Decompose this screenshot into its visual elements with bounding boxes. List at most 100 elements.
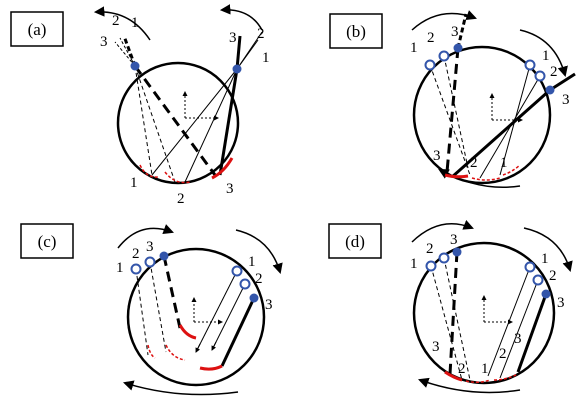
panel-c-top-number-1: 1 — [116, 260, 124, 276]
panel-b-rotation-arrow-right — [519, 29, 568, 78]
panel-d-rotation-arrow-top — [411, 219, 474, 243]
panel-b-open-node-right-2 — [534, 70, 546, 82]
panel-c-open-node-top-2 — [144, 256, 156, 268]
panel-d-bottom-number-2a: 2 — [458, 361, 466, 377]
panel-a-stub-top-1 — [114, 41, 136, 67]
panel-d: (d) 1 2 3 1 2 3 3 2 1 2 — [328, 219, 573, 394]
panel-c-top-number-2: 2 — [132, 246, 140, 262]
panel-d-red-arc-3 — [493, 373, 519, 381]
panel-b-right-number-3: 3 — [562, 92, 570, 108]
panel-d-ray-top-3 — [448, 251, 459, 375]
panel-d-top-number-1: 1 — [410, 256, 418, 272]
panel-b-fixed-node-top-3 — [453, 43, 463, 53]
panel-c-red-arc-1 — [147, 344, 156, 359]
panel-c-ray-top-1 — [135, 268, 149, 356]
panel-d-bottom-number-1: 1 — [481, 361, 489, 377]
panel-b-bottom-number-3: 3 — [433, 148, 441, 164]
panel-c-ray-top-2 — [149, 261, 167, 353]
panel-c-open-node-right-2 — [239, 278, 251, 290]
panel-d-fixed-node-right-3 — [541, 289, 551, 299]
panel-b-circle — [412, 45, 552, 185]
panel-a-fixed-node-left — [130, 61, 140, 71]
panel-b-label: (b) — [346, 22, 366, 41]
panel-a-red-arc-3 — [211, 157, 234, 180]
panel-d-red-arc-2 — [465, 379, 491, 384]
panel-d-bottom-number-3a: 3 — [432, 339, 440, 355]
panel-b-label-box — [329, 13, 383, 49]
panel-a-ray-right-1 — [151, 68, 238, 176]
panel-c-red-arc-4 — [199, 364, 223, 371]
panel-c-right-number-2: 2 — [255, 271, 263, 287]
panel-a-top-number-2: 2 — [112, 13, 120, 29]
panel-d-top-number-2: 2 — [426, 241, 434, 257]
panel-c-ray-right-1 — [195, 270, 238, 353]
panel-c-fixed-node-right-3 — [249, 293, 259, 303]
panel-b-ray-top-1 — [429, 64, 471, 176]
panel-d-right-number-2: 2 — [549, 268, 557, 284]
panel-a-right-number-2: 2 — [257, 26, 265, 42]
panel-b-stub-top — [456, 13, 468, 49]
panel-a-red-arc-1 — [139, 164, 159, 178]
panel-a-stub-right-3 — [235, 35, 242, 70]
panel-d-open-node-top-2 — [438, 252, 450, 264]
panel-d-open-node-right-2 — [532, 274, 544, 286]
panel-d-bottom-number-3b: 3 — [514, 331, 522, 347]
panel-c-circle — [126, 247, 266, 387]
panel-a-label: (a) — [28, 20, 47, 39]
panel-c-rotation-arrow-right — [235, 229, 283, 275]
panel-c-rotation-arrow-top — [117, 224, 174, 249]
panel-d-ray-right-3 — [516, 293, 548, 373]
panel-a-fixed-node-right — [232, 64, 242, 74]
panel-d-circle — [412, 241, 556, 385]
panel-c-label: (c) — [38, 232, 57, 251]
panel-a-ray-right-3 — [218, 68, 239, 176]
panel-b-ray-top-2 — [443, 55, 469, 169]
panel-d-fixed-node-top-3 — [452, 247, 462, 257]
panel-d-rotation-arrow-bottom — [418, 377, 521, 394]
panel-d-right-number-1: 1 — [541, 251, 549, 267]
panel-a-bottom-number-2: 2 — [177, 191, 185, 207]
panel-d-label: (d) — [345, 232, 365, 251]
panel-a-right-number-3: 3 — [229, 30, 237, 46]
panel-a-ray-right-2 — [184, 68, 238, 183]
panel-d-label-box — [328, 223, 382, 259]
panel-a-right-number-1: 1 — [262, 50, 270, 66]
panel-d-top-number-3: 3 — [450, 232, 458, 248]
panel-b-red-arc-1 — [444, 173, 469, 179]
panel-a-circle — [116, 61, 240, 185]
panel-a-stub-top-2 — [119, 37, 136, 67]
panel-d-bottom-number-2b: 2 — [499, 346, 507, 362]
panel-b-ray-top-3 — [445, 47, 460, 173]
panel-c-ray-right-2 — [211, 283, 246, 351]
panel-b: (b) 1 2 3 1 2 3 3 2 — [329, 10, 576, 189]
panel-c: (c) 1 2 3 1 2 3 — [20, 223, 283, 396]
panel-c-fixed-node-top-3 — [159, 251, 169, 261]
panel-a-rotation-arrow-left — [93, 6, 151, 41]
panel-c-label-box — [20, 223, 74, 259]
panel-a-top-number-3: 3 — [100, 34, 108, 50]
panel-a-stub-right-2 — [236, 31, 263, 70]
panel-c-open-node-right-1 — [231, 265, 243, 277]
panel-b-top-number-3: 3 — [451, 24, 459, 40]
panel-b-open-node-top-2 — [438, 50, 450, 62]
panel-a-ray-left-1 — [134, 65, 153, 176]
panel-b-top-number-1: 1 — [410, 40, 418, 56]
panel-a-stub-top-3 — [122, 35, 137, 67]
panel-b-rotation-arrow-top — [411, 10, 477, 31]
panel-a-top-number-1: 1 — [131, 15, 139, 31]
panel-a-label-box — [10, 11, 64, 47]
panel-b-bottom-number-2: 2 — [470, 155, 478, 171]
panel-b-open-node-right-1 — [524, 59, 536, 71]
panel-a: (a) 2 1 3 2 3 1 1 2 — [10, 4, 270, 207]
panel-c-ray-right-3 — [220, 297, 256, 367]
panel-c-ray-top-3 — [162, 255, 182, 329]
panel-b-bottom-number-1: 1 — [500, 155, 508, 171]
panel-a-ray-left-2 — [134, 65, 176, 183]
panel-b-stub-right — [549, 72, 576, 92]
panel-c-open-node-top-1 — [130, 263, 142, 275]
panel-c-right-number-1: 1 — [248, 254, 256, 270]
panel-b-right-number-1: 1 — [542, 48, 550, 64]
panel-d-rotation-arrow-right — [523, 227, 573, 273]
panel-b-open-node-top-1 — [424, 59, 436, 71]
